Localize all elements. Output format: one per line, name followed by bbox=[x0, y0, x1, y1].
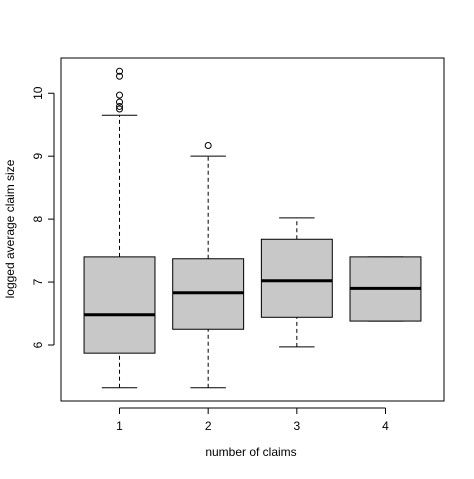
outlier bbox=[116, 98, 124, 106]
outlier bbox=[116, 91, 124, 99]
box bbox=[83, 256, 156, 354]
y-axis-label: logged average claim size bbox=[3, 159, 17, 298]
y-tick-label: 7 bbox=[31, 278, 45, 285]
x-tick-label: 3 bbox=[293, 419, 300, 433]
box bbox=[260, 238, 333, 318]
outlier bbox=[204, 141, 212, 149]
x-tick-label: 2 bbox=[205, 419, 212, 433]
x-tick-label: 1 bbox=[116, 419, 123, 433]
outlier bbox=[116, 67, 124, 75]
x-axis-label: number of claims bbox=[205, 445, 296, 459]
plot-frame bbox=[60, 57, 445, 402]
y-tick-label: 6 bbox=[31, 341, 45, 348]
y-tick-label: 8 bbox=[31, 215, 45, 222]
y-tick-label: 9 bbox=[31, 153, 45, 160]
y-tick-label: 10 bbox=[31, 86, 45, 100]
outlier bbox=[116, 105, 124, 113]
outlier bbox=[116, 72, 124, 80]
outlier bbox=[116, 102, 124, 110]
x-tick-label: 4 bbox=[382, 419, 389, 433]
